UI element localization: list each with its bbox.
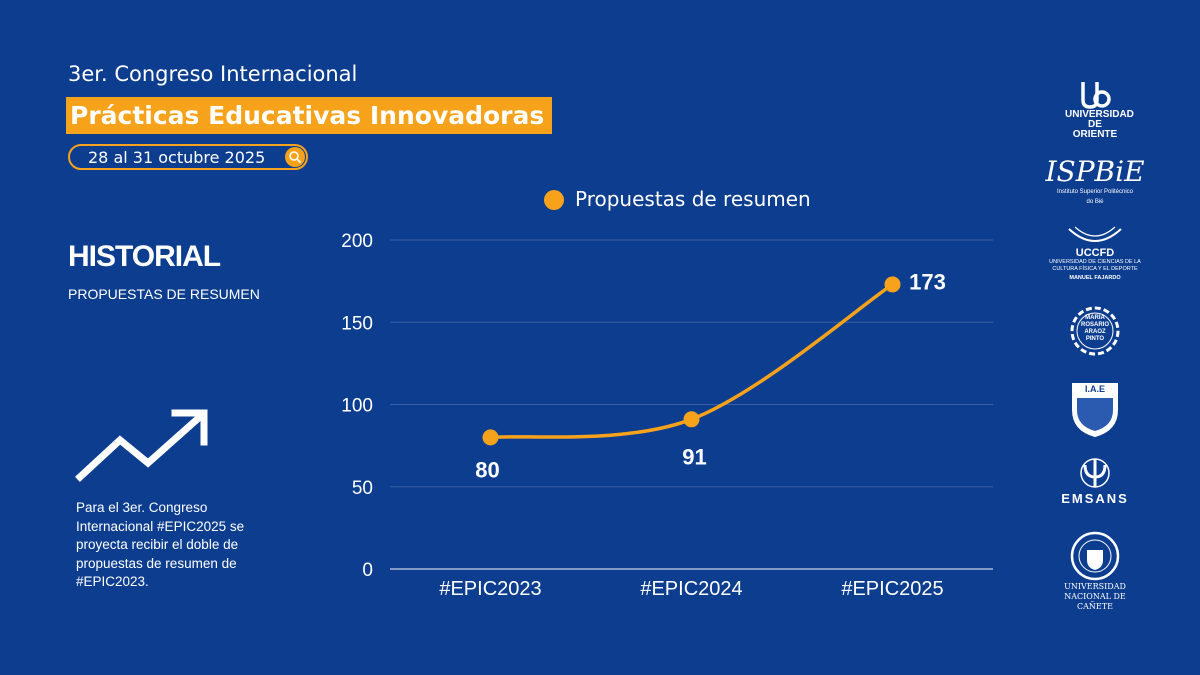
- uccfd-sub: UNIVERSIDAD DE CIENCIAS DE LA CULTURA FÍ…: [1049, 259, 1141, 272]
- x-tick-label: #EPIC2024: [640, 578, 742, 600]
- gear-icon: [1070, 306, 1120, 356]
- logo-universidad-oriente: UNIVERSIDAD DE ORIENTE: [1020, 80, 1170, 140]
- ispbie-mark: ISPBiE: [1045, 155, 1145, 188]
- legend-marker: [544, 190, 564, 210]
- event-dates: 28 al 31 octubre 2025: [88, 147, 266, 167]
- history-title: HISTORIAL: [68, 240, 221, 273]
- uo-mark: [1081, 82, 1111, 109]
- maria-rosario-name: MARIA ROSARIO ARAOZ PINTO: [1080, 315, 1109, 342]
- y-tick-label: 200: [341, 231, 373, 252]
- y-tick-label: 50: [352, 478, 373, 499]
- data-label: 173: [909, 269, 946, 294]
- description-text: Para el 3er. Congreso Internacional #EPI…: [76, 500, 245, 589]
- uccfd-title: UCCFD: [1075, 247, 1115, 259]
- seal-icon: [1070, 531, 1120, 581]
- uccfd-arc: [1068, 226, 1122, 242]
- logos-column: UNIVERSIDAD DE ORIENTE ISPBiE Instituto …: [1020, 75, 1180, 615]
- data-point: [683, 411, 700, 428]
- data-label: 80: [475, 457, 499, 482]
- logo-maria-rosario: MARIA ROSARIO ARAOZ PINTO: [1020, 303, 1170, 359]
- x-tick-label: #EPIC2025: [841, 578, 943, 600]
- x-tick-label: #EPIC2023: [439, 578, 541, 600]
- history-subtitle: PROPUESTAS DE RESUMEN: [68, 286, 260, 302]
- data-point: [884, 276, 901, 293]
- search-icon[interactable]: [285, 147, 305, 167]
- logo-unc: UNIVERSIDAD NACIONAL DE CAÑETE: [1020, 530, 1170, 612]
- data-label: 91: [682, 444, 706, 469]
- logo-uccfd: UCCFD UNIVERSIDAD DE CIENCIAS DE LA CULT…: [1020, 225, 1170, 283]
- y-tick-label: 150: [341, 313, 373, 334]
- unc-name: UNIVERSIDAD NACIONAL DE CAÑETE: [1064, 582, 1126, 611]
- emsans-name: EMSANS: [1061, 491, 1129, 506]
- uo-name: UNIVERSIDAD DE ORIENTE: [1065, 109, 1134, 140]
- trident-icon: [1080, 458, 1110, 488]
- shield-icon: [1072, 383, 1118, 438]
- y-tick-label: 0: [362, 560, 373, 581]
- legend-label: Propuestas de resumen: [575, 187, 811, 211]
- data-point: [482, 429, 499, 446]
- date-pill: 28 al 31 octubre 2025: [68, 144, 308, 170]
- uccfd-name: MANUEL FAJARDO: [1069, 275, 1121, 281]
- y-tick-label: 100: [341, 396, 373, 417]
- trending-up-icon: [75, 409, 208, 482]
- logo-emsans: EMSANS: [1020, 455, 1170, 506]
- ispbie-sub: Instituto Superior Politécnico do Bié: [1056, 189, 1134, 205]
- event-title-box: Prácticas Educativas Innovadoras: [66, 97, 553, 134]
- logo-ispbie: ISPBiE Instituto Superior Politécnico do…: [1020, 157, 1170, 207]
- logo-iae: I.A.E: [1020, 380, 1170, 438]
- iae-text: I.A.E: [1084, 384, 1105, 394]
- congress-line: 3er. Congreso Internacional: [68, 62, 358, 86]
- event-title: Prácticas Educativas Innovadoras: [70, 101, 545, 130]
